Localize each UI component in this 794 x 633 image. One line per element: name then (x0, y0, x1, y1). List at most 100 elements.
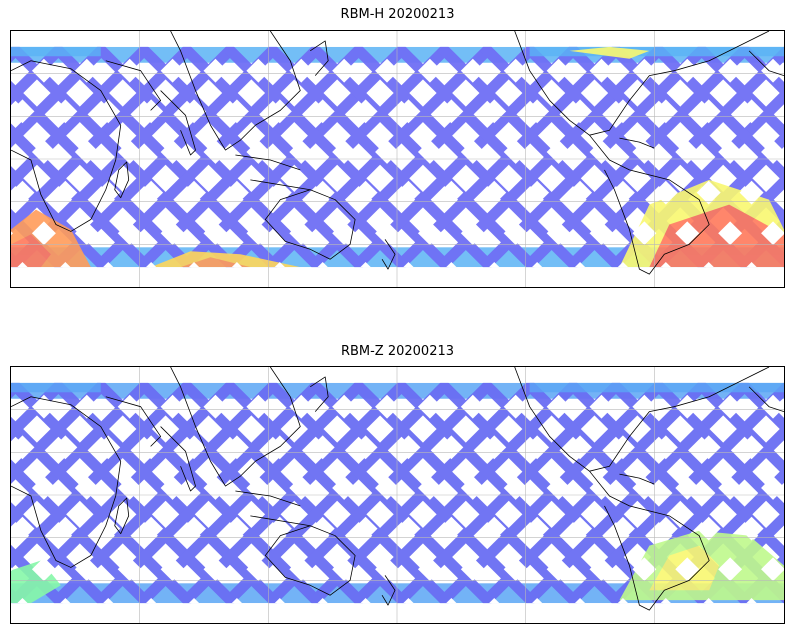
coastline-africa (11, 396, 122, 568)
coverage-gap (60, 597, 71, 604)
coverage-gap (396, 516, 421, 541)
coverage-gap (17, 261, 28, 268)
coverage-gap (460, 58, 485, 83)
coverage-gap (525, 435, 550, 460)
hotspot-south-pacific-core (180, 257, 251, 268)
coverage-gap (246, 58, 271, 83)
coverage-gap (653, 180, 678, 205)
coverage-gap (103, 597, 114, 604)
coverage-gap (274, 261, 286, 268)
track-ascending (11, 46, 152, 191)
coverage-gap (117, 221, 142, 246)
coverage-gap (610, 99, 635, 124)
coverage-gap (396, 435, 421, 460)
coverage-gap (375, 140, 399, 164)
coverage-gap (353, 435, 378, 460)
coverage-gap (182, 516, 206, 541)
coverage-gap (782, 109, 784, 113)
coverage-gap (589, 58, 614, 83)
coverage-gap (332, 394, 357, 419)
coverage-gap (160, 394, 185, 419)
coastline-australia (264, 525, 356, 596)
map-title-rbm-h: RBM-H 20200213 (340, 7, 455, 22)
coverage-gap (53, 435, 78, 460)
coverage-gap (632, 394, 657, 419)
coverage-gap (332, 58, 357, 83)
coverage-gap (274, 597, 286, 604)
track-descending (694, 382, 784, 476)
coverage-gap (182, 435, 206, 460)
coverage-gap (546, 58, 571, 83)
coverage-gap (761, 221, 784, 246)
coverage-gap (310, 516, 335, 541)
coverage-gap (782, 445, 784, 449)
coverage-gap (31, 140, 56, 164)
coverage-gap (417, 394, 442, 419)
coastline-europe (748, 50, 784, 77)
coverage-gap (568, 180, 592, 205)
coverage-gap (417, 476, 442, 500)
coverage-gap (396, 99, 421, 124)
coverage-gap (74, 140, 99, 164)
track-ascending (11, 382, 152, 527)
coverage-gap (417, 221, 442, 246)
coverage-gap (718, 221, 743, 246)
track-ascending (11, 46, 66, 106)
coverage-gap (96, 435, 121, 460)
coastline-asia-east (170, 31, 301, 151)
track-descending (737, 46, 784, 98)
coastline-caribbean (619, 473, 655, 485)
coverage-gap (11, 68, 13, 73)
graticule (11, 31, 784, 287)
coverage-gaps (11, 394, 784, 604)
coverage-gap (11, 149, 13, 154)
coverage-gap (439, 180, 464, 205)
coastline-japan (310, 40, 329, 76)
coverage-gap (546, 394, 571, 419)
coverage-gap (568, 516, 592, 541)
coverage-gap (74, 476, 99, 500)
coverage-gap (746, 261, 757, 268)
coverage-gap (160, 557, 185, 582)
coverage-gap (231, 597, 243, 604)
coverage-gap (117, 476, 142, 500)
coverage-gap (11, 516, 35, 541)
coverage-gap (718, 58, 743, 83)
coverage-gap (718, 394, 743, 419)
coverage-gap (782, 527, 784, 531)
coverage-gap (546, 221, 571, 246)
coverage-gap (439, 435, 464, 460)
coastlines (11, 31, 784, 275)
coverage-gap (11, 180, 35, 205)
coverage-gap (525, 99, 550, 124)
coverage-gap (761, 58, 784, 83)
coverage-layer (11, 382, 784, 604)
coverage-gap (353, 180, 378, 205)
coverage-gap (696, 516, 721, 541)
coverage-gap (568, 99, 592, 124)
coverage-gap (317, 261, 328, 268)
coverage-gap (53, 180, 78, 205)
coverage-gap (203, 476, 228, 500)
coverage-gap (703, 261, 714, 268)
coverage-gap (160, 58, 185, 83)
coverage-gap (610, 180, 635, 205)
coverage-gap (145, 597, 157, 604)
coverage-gap (761, 140, 784, 164)
coverage-gap (589, 221, 614, 246)
coverage-gap (289, 557, 314, 582)
coastline-new-zealand (381, 239, 396, 270)
coverage-gap (610, 516, 635, 541)
coverage-gap (103, 261, 114, 268)
coverage-gap (403, 261, 414, 268)
coverage-gap (203, 221, 228, 246)
coverage-gap (460, 140, 485, 164)
coverage-gap (482, 516, 507, 541)
coverage-gap (589, 557, 614, 582)
coverage-gap (396, 180, 421, 205)
map-panel-rbm-z (10, 366, 785, 624)
coverage-gap (353, 99, 378, 124)
coverage-gap (546, 140, 571, 164)
coastline-north-america (514, 31, 770, 136)
coverage-gap (675, 394, 700, 419)
